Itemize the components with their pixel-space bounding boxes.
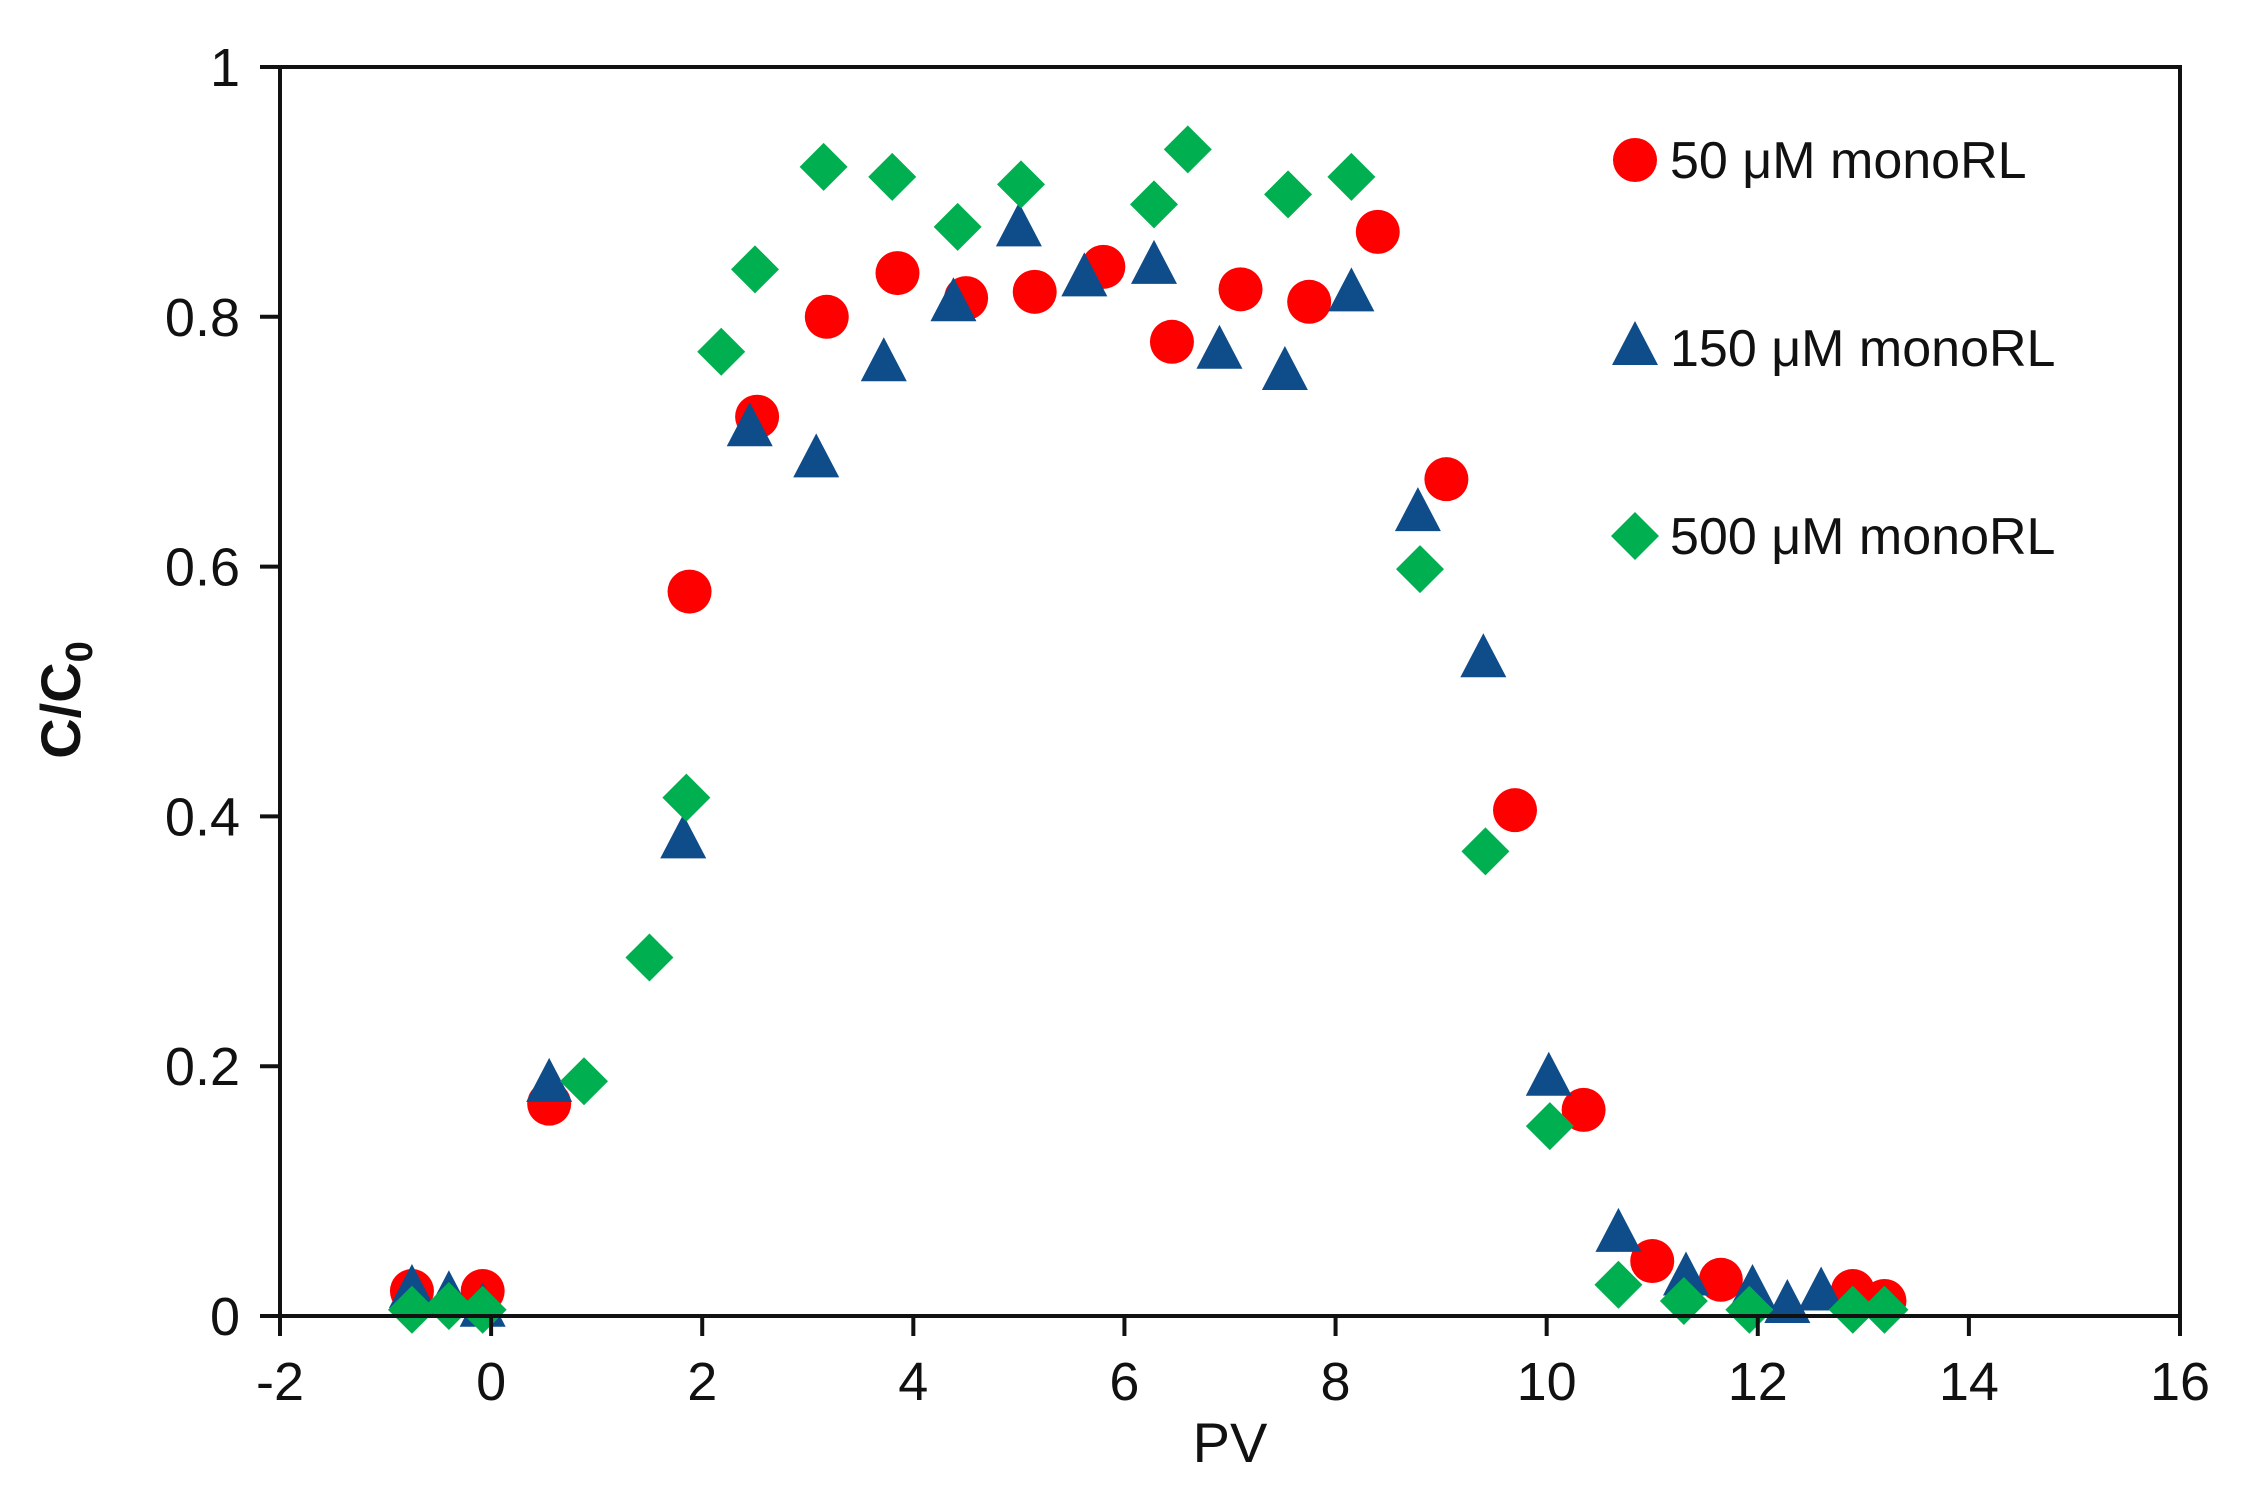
legend-label: 150 μM monoRL bbox=[1670, 320, 2055, 378]
data-point-triangle bbox=[860, 337, 907, 382]
x-axis-title: PV bbox=[1193, 1411, 1268, 1474]
x-tick-label: 2 bbox=[687, 1352, 717, 1412]
series-3 bbox=[387, 125, 1909, 1334]
data-point-circle bbox=[1355, 209, 1400, 254]
y-axis-title-main: C/C bbox=[29, 662, 92, 758]
data-point-triangle bbox=[1525, 1051, 1572, 1096]
data-point-circle bbox=[1218, 267, 1263, 312]
data-point-diamond bbox=[1163, 125, 1212, 174]
y-axis-title: C/C0 bbox=[29, 641, 101, 759]
legend-label: 500 μM monoRL bbox=[1670, 508, 2055, 566]
y-tick-label: 0.8 bbox=[165, 288, 240, 348]
data-point-circle bbox=[804, 294, 849, 339]
legend-marker-triangle bbox=[1612, 321, 1658, 365]
data-point-triangle bbox=[1798, 1266, 1845, 1311]
data-point-diamond bbox=[625, 933, 674, 982]
data-point-diamond bbox=[387, 1285, 436, 1334]
y-tick-label: 0.6 bbox=[165, 538, 240, 598]
data-point-triangle bbox=[1460, 633, 1507, 678]
data-point-diamond bbox=[1461, 827, 1510, 876]
data-point-diamond bbox=[1828, 1285, 1877, 1334]
x-tick-label: 16 bbox=[2150, 1352, 2210, 1412]
data-point-diamond bbox=[662, 773, 711, 822]
data-point-triangle bbox=[1595, 1207, 1642, 1252]
data-point-triangle bbox=[1061, 252, 1108, 297]
legend-marker-circle bbox=[1613, 138, 1657, 182]
plot-area-frame bbox=[278, 65, 2182, 1318]
legend-marker-diamond bbox=[1611, 512, 1659, 560]
data-point-diamond bbox=[1327, 152, 1376, 201]
data-point-circle bbox=[1424, 457, 1469, 502]
x-tick-label: 8 bbox=[1321, 1352, 1351, 1412]
x-tick-label: 10 bbox=[1517, 1352, 1577, 1412]
data-point-diamond bbox=[424, 1282, 473, 1331]
data-point-triangle bbox=[995, 202, 1042, 247]
data-point-circle bbox=[1630, 1239, 1675, 1284]
legend-item: 50 μM monoRL bbox=[1613, 132, 2027, 190]
data-point-diamond bbox=[933, 202, 982, 251]
data-point-diamond bbox=[1594, 1260, 1643, 1309]
y-axis-title-subscript: 0 bbox=[59, 641, 101, 662]
y-tick-label: 1 bbox=[210, 38, 240, 98]
data-point-diamond bbox=[1860, 1285, 1909, 1334]
y-tick-label: 0.2 bbox=[165, 1037, 240, 1097]
data-point-circle bbox=[667, 569, 712, 614]
data-point-circle bbox=[1287, 279, 1332, 324]
data-point-circle bbox=[1149, 319, 1194, 364]
data-point-diamond bbox=[697, 327, 746, 376]
data-point-diamond bbox=[560, 1057, 608, 1106]
data-point-circle bbox=[1698, 1257, 1743, 1302]
data-point-circle bbox=[1493, 788, 1537, 833]
data-point-diamond bbox=[1659, 1277, 1708, 1326]
x-tick-label: 6 bbox=[1109, 1352, 1139, 1412]
legend: 50 μM monoRL 150 μM monoRL 500 μM monoRL bbox=[1611, 132, 2055, 566]
series-1 bbox=[389, 209, 1907, 1324]
data-point-diamond bbox=[1725, 1285, 1774, 1334]
data-point-diamond bbox=[1396, 545, 1444, 594]
data-point-triangle bbox=[1131, 239, 1177, 284]
data-point-diamond bbox=[799, 142, 848, 191]
data-point-triangle bbox=[526, 1057, 573, 1102]
data-point-diamond bbox=[1525, 1102, 1574, 1151]
data-point-circle bbox=[1561, 1087, 1606, 1132]
data-point-diamond bbox=[868, 152, 917, 201]
data-point-diamond bbox=[1264, 170, 1313, 219]
data-point-diamond bbox=[731, 245, 779, 294]
data-point-diamond bbox=[458, 1285, 507, 1334]
axis-ticks: -2 0 2 4 6 8 10 12 14 16 0 0.2 0.4 0.6 0.8 1 bbox=[165, 38, 2210, 1412]
data-point-circle bbox=[875, 251, 920, 296]
legend-label: 50 μM monoRL bbox=[1670, 132, 2027, 190]
data-point-triangle bbox=[1663, 1251, 1709, 1296]
y-tick-label: 0.4 bbox=[165, 787, 240, 847]
data-point-triangle bbox=[1764, 1279, 1811, 1324]
legend-item: 500 μM monoRL bbox=[1611, 508, 2055, 566]
data-point-triangle bbox=[930, 277, 977, 322]
data-point-diamond bbox=[1130, 180, 1178, 229]
data-point-triangle bbox=[793, 433, 840, 478]
x-tick-label: 4 bbox=[898, 1352, 928, 1412]
data-point-triangle bbox=[726, 402, 773, 447]
data-point-triangle bbox=[1328, 267, 1375, 312]
data-point-diamond bbox=[997, 160, 1045, 209]
x-tick-label: 12 bbox=[1728, 1352, 1788, 1412]
data-point-triangle bbox=[660, 814, 707, 859]
x-tick-label: -2 bbox=[256, 1352, 304, 1412]
data-point-triangle bbox=[1196, 324, 1243, 369]
data-point-triangle bbox=[1394, 487, 1441, 532]
y-tick-label: 0 bbox=[210, 1287, 240, 1347]
legend-item: 150 μM monoRL bbox=[1612, 320, 2055, 378]
x-tick-label: 14 bbox=[1939, 1352, 1999, 1412]
data-point-triangle bbox=[1261, 346, 1308, 391]
data-point-circle bbox=[1012, 269, 1057, 314]
x-tick-label: 0 bbox=[476, 1352, 506, 1412]
